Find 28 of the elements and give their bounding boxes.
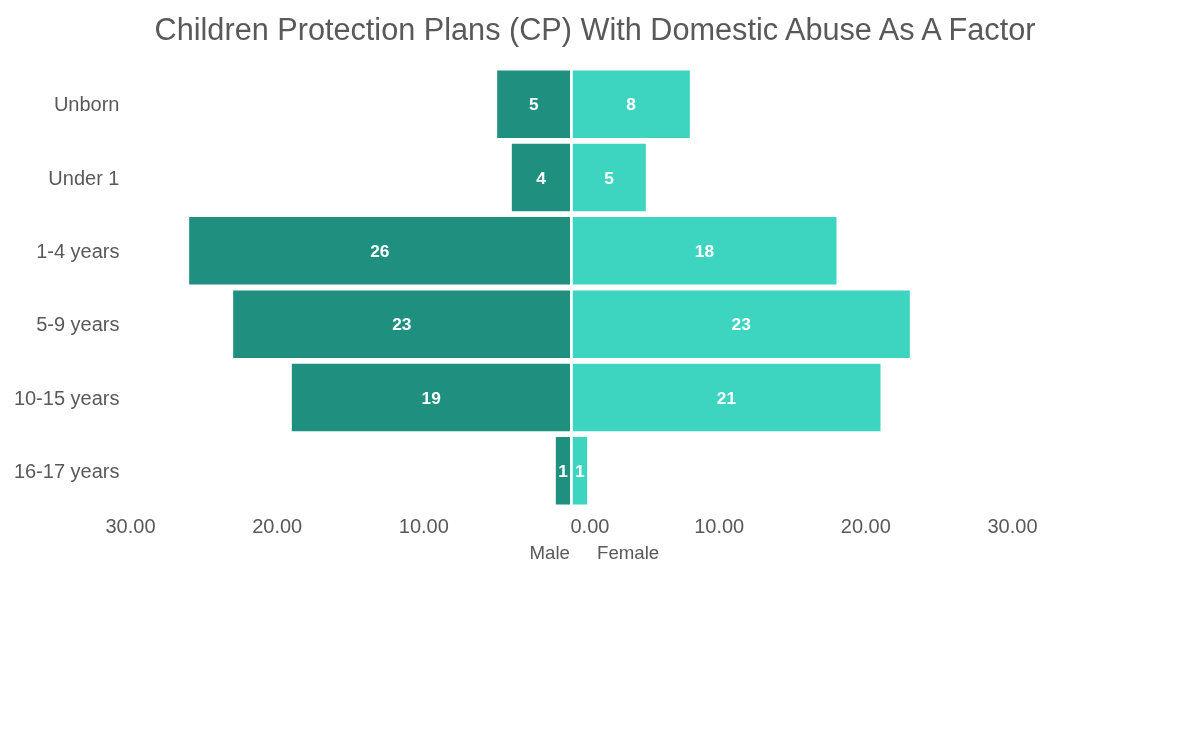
y-tick-label: Unborn	[53, 92, 120, 115]
y-tick-label: 10-15 years	[13, 386, 120, 409]
data-label: 1	[558, 460, 569, 481]
text: Female	[597, 541, 660, 564]
x-tick-label: 30.00	[987, 514, 1038, 537]
data-label: 23	[392, 313, 412, 334]
data-label: 5	[529, 93, 540, 114]
y-tick-label: 16-17 years	[13, 459, 120, 482]
data-label: 19	[421, 387, 441, 408]
chart-title: Children Protection Plans (CP) With Domestic Abuse As A Factor	[154, 11, 1036, 49]
data-label: 4	[536, 167, 547, 188]
x-tick-label: 20.00	[252, 514, 303, 537]
data-label: 8	[626, 93, 637, 114]
x-tick-label: 0.00	[570, 514, 610, 537]
y-tick-label: 1-4 years	[36, 239, 120, 262]
x-tick-label: 20.00	[840, 514, 891, 537]
data-label: 18	[694, 240, 715, 261]
x-tick-label: 30.00	[105, 514, 156, 537]
x-tick-label: 10.00	[694, 514, 745, 537]
y-tick-label: Under 1	[48, 166, 120, 189]
x-tick-label: 10.00	[398, 514, 449, 537]
data-label: 1	[575, 460, 586, 481]
data-label: 23	[731, 313, 752, 334]
data-label: 26	[370, 240, 390, 261]
data-label: 21	[716, 387, 737, 408]
text: Male	[529, 541, 570, 564]
y-tick-label: 5-9 years	[36, 312, 120, 335]
data-label: 5	[604, 167, 615, 188]
